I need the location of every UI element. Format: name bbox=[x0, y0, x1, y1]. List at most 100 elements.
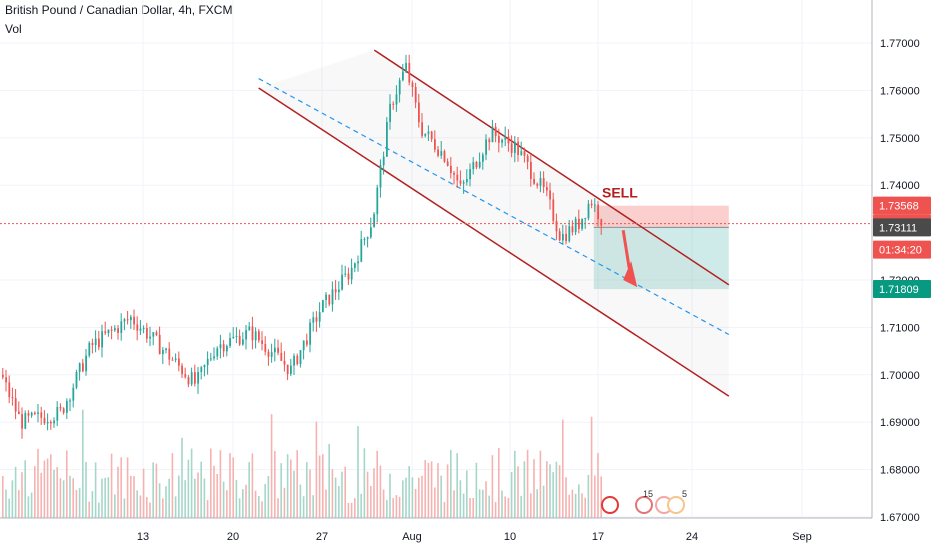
price-badge-label: 1.73111 bbox=[879, 222, 917, 234]
candle bbox=[66, 401, 68, 413]
volume-bar bbox=[424, 460, 426, 518]
sell-arrow-head bbox=[623, 261, 638, 288]
candle bbox=[517, 141, 519, 155]
volume-bar bbox=[504, 496, 506, 518]
candle bbox=[210, 358, 212, 360]
candle bbox=[149, 336, 151, 339]
volume-bar bbox=[21, 472, 23, 518]
candle bbox=[450, 165, 452, 174]
y-tick-label: 1.67000 bbox=[880, 512, 920, 524]
volume-bar bbox=[590, 416, 593, 518]
volume-bar bbox=[66, 450, 68, 518]
candle bbox=[424, 133, 427, 136]
volume-bar bbox=[258, 496, 260, 518]
candle bbox=[318, 312, 321, 322]
candle bbox=[117, 328, 119, 333]
price-badge-label: 01:34:20 bbox=[879, 245, 922, 257]
y-tick-label: 1.70000 bbox=[880, 370, 920, 382]
volume-bar bbox=[373, 468, 375, 518]
volume-bar bbox=[562, 419, 564, 518]
volume-bar bbox=[136, 490, 138, 518]
volume-bar bbox=[565, 477, 567, 518]
candle bbox=[504, 136, 507, 140]
volume-bar bbox=[414, 488, 417, 518]
volume-bar bbox=[318, 455, 321, 518]
volume-bar bbox=[126, 457, 129, 518]
volume-bar bbox=[11, 480, 14, 518]
candle bbox=[168, 348, 171, 360]
volume-bar bbox=[370, 485, 372, 518]
candle bbox=[43, 417, 46, 424]
volume-bar bbox=[277, 498, 279, 518]
candle bbox=[597, 204, 599, 220]
volume-bar bbox=[165, 486, 167, 518]
volume-bar bbox=[571, 489, 574, 518]
sell-arrow-shaft bbox=[621, 229, 631, 269]
volume-bar bbox=[293, 470, 295, 518]
event-marker-icon bbox=[667, 496, 685, 514]
candle bbox=[578, 218, 580, 229]
candle bbox=[162, 350, 164, 355]
volume-bar bbox=[274, 450, 276, 518]
volume-bar bbox=[213, 465, 215, 518]
candle bbox=[546, 187, 548, 191]
candle bbox=[453, 173, 455, 175]
volume-bar bbox=[408, 466, 410, 518]
volume-bar bbox=[248, 462, 250, 518]
candle bbox=[152, 332, 155, 337]
volume-bar bbox=[78, 488, 81, 518]
candle bbox=[462, 182, 465, 184]
volume-bar bbox=[523, 461, 526, 518]
volume-bar bbox=[24, 460, 26, 518]
candle bbox=[539, 178, 542, 186]
volume-bar bbox=[302, 496, 305, 518]
volume-bar bbox=[485, 481, 487, 518]
volume-bar bbox=[533, 459, 535, 518]
candle bbox=[30, 412, 33, 416]
x-tick-label: 20 bbox=[227, 531, 239, 543]
volume-bar bbox=[347, 502, 350, 518]
event-marker-icon bbox=[635, 496, 653, 514]
candle bbox=[216, 348, 219, 357]
candle bbox=[283, 360, 286, 365]
candle bbox=[264, 343, 267, 352]
volume-bar bbox=[254, 490, 257, 518]
candle bbox=[427, 131, 430, 134]
candle bbox=[171, 359, 174, 361]
candle bbox=[446, 161, 449, 166]
candle bbox=[200, 367, 203, 373]
candle bbox=[110, 329, 113, 331]
volume-bar bbox=[152, 462, 154, 518]
x-tick-label: 13 bbox=[137, 531, 149, 543]
y-tick-label: 1.77000 bbox=[880, 38, 920, 50]
candle bbox=[8, 382, 11, 398]
volume-bar bbox=[5, 489, 7, 518]
candle bbox=[456, 174, 459, 181]
volume-bar bbox=[34, 466, 36, 518]
grid bbox=[0, 0, 872, 518]
candle bbox=[229, 338, 231, 347]
volume-bar bbox=[578, 484, 580, 518]
candle bbox=[120, 321, 123, 333]
volume-bar bbox=[171, 453, 174, 518]
volume-bar bbox=[280, 463, 282, 518]
volume-bar bbox=[158, 483, 161, 518]
x-tick-label: 27 bbox=[316, 531, 328, 543]
candle bbox=[510, 143, 513, 153]
volume-bar bbox=[261, 501, 263, 518]
volume-bar bbox=[146, 497, 148, 518]
volume-bar bbox=[286, 454, 289, 518]
candle bbox=[72, 387, 75, 401]
volume-bar bbox=[325, 489, 327, 518]
volume-bar bbox=[43, 460, 46, 518]
y-tick-label: 1.71000 bbox=[880, 322, 920, 334]
volume-bar bbox=[517, 466, 519, 518]
x-tick-label: 24 bbox=[686, 531, 698, 543]
candle bbox=[376, 187, 379, 215]
candle bbox=[366, 237, 369, 239]
candle bbox=[286, 364, 289, 375]
candle bbox=[142, 328, 145, 330]
candle bbox=[466, 179, 468, 183]
candle bbox=[437, 149, 439, 156]
